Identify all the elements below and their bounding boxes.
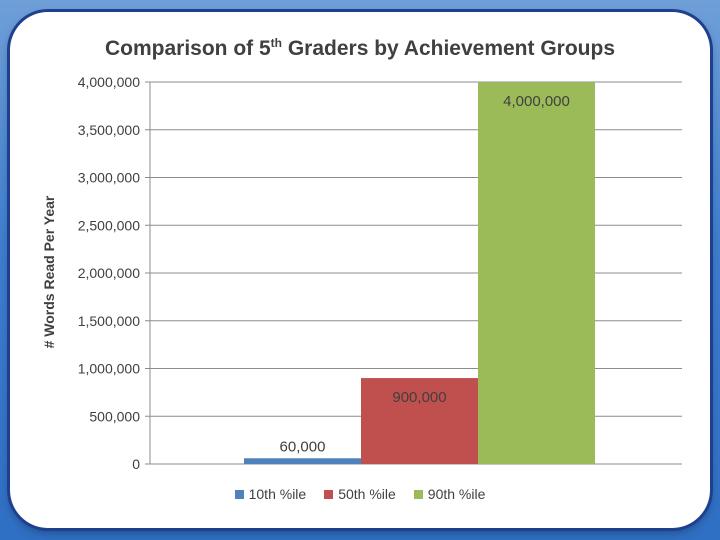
- legend: 10th %ile 50th %ile 90th %ile: [0, 486, 720, 502]
- y-tick-label: 3,500,000: [78, 122, 140, 138]
- chart-title-superscript: th: [270, 36, 282, 50]
- y-tick-label: 2,500,000: [78, 217, 140, 233]
- legend-label: 90th %ile: [427, 486, 486, 502]
- y-tick-label: 3,000,000: [78, 170, 140, 186]
- chart-title-rest: Graders by Achievement Groups: [282, 37, 615, 60]
- data-label-1: 60,000: [280, 438, 326, 455]
- bars: [244, 82, 595, 464]
- data-label-3: 4,000,000: [503, 93, 570, 110]
- legend-item-1: 10th %ile: [234, 486, 307, 502]
- data-label-2: 900,000: [392, 389, 446, 406]
- data-labels: 60,000 900,000 4,000,000: [280, 93, 570, 455]
- legend-swatch: [324, 489, 334, 499]
- legend-swatch: [234, 489, 244, 499]
- legend-label: 50th %ile: [338, 486, 396, 502]
- y-tick-label: 500,000: [89, 408, 140, 424]
- y-tick-label: 2,000,000: [78, 265, 140, 281]
- chart-title-main: Comparison of 5: [104, 37, 271, 60]
- bar-3: [478, 82, 595, 464]
- bar-1: [244, 458, 361, 464]
- y-tick-label: 4,000,000: [78, 74, 140, 90]
- y-tick-label: 1,000,000: [78, 361, 140, 377]
- legend-swatch: [413, 489, 423, 499]
- y-axis: 0 500,000 1,000,000 1,500,000 2,000,000 2,500…: [78, 74, 682, 472]
- legend-label: 10th %ile: [248, 486, 307, 502]
- bar-2: [361, 378, 478, 464]
- chart-title: Comparison of 5th Graders by Achievement…: [0, 36, 720, 61]
- y-tick-label: 0: [132, 456, 140, 472]
- y-tick-label: 1,500,000: [78, 313, 140, 329]
- legend-item-2: 50th %ile: [324, 486, 396, 502]
- legend-item-3: 90th %ile: [413, 486, 486, 502]
